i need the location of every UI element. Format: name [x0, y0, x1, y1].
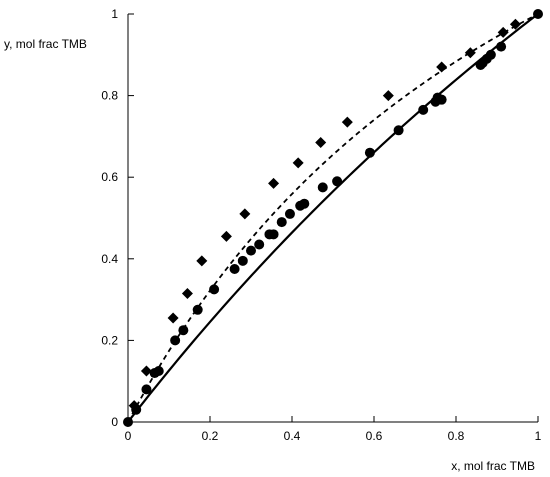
- circle-data-point: [284, 208, 295, 219]
- diamond-data-point: [239, 208, 251, 220]
- circle-data-point: [332, 176, 343, 187]
- x-tick-label: 0.4: [284, 429, 301, 443]
- diamond-data-point: [292, 157, 304, 169]
- diamond-data-point: [382, 90, 394, 102]
- circle-data-point: [364, 147, 375, 158]
- diamond-data-point: [220, 230, 232, 242]
- diamond-data-point: [341, 116, 353, 128]
- circle-data-point: [276, 217, 287, 228]
- diamond-data-point: [167, 312, 179, 324]
- diamond-data-point: [464, 47, 476, 59]
- diamond-data-point: [436, 61, 448, 73]
- diamond-data-point: [497, 26, 509, 38]
- diamond-data-point: [315, 137, 327, 149]
- diamond-data-point: [268, 177, 280, 189]
- circle-data-point: [436, 94, 447, 105]
- diamond-data-point: [181, 287, 193, 299]
- circle-data-point: [485, 49, 496, 60]
- circle-data-point: [246, 245, 256, 256]
- circle-data-point: [268, 229, 279, 240]
- x-tick-label: 0.8: [448, 429, 465, 443]
- data-points: [123, 9, 543, 427]
- y-tick-label: 0.8: [101, 89, 118, 103]
- circle-data-point: [237, 255, 248, 266]
- diamond-data-point: [196, 255, 208, 267]
- circle-data-point: [533, 9, 543, 19]
- circle-data-point: [170, 335, 181, 346]
- circle-data-point: [178, 325, 189, 336]
- y-tick-label: 0.6: [101, 170, 118, 184]
- circle-data-point: [209, 284, 220, 295]
- circle-data-point: [393, 125, 404, 136]
- circle-data-point: [496, 41, 507, 52]
- y-tick-label: 1: [111, 7, 118, 21]
- circle-data-point: [229, 264, 240, 274]
- diamond-data-point: [140, 365, 152, 377]
- circle-data-point: [141, 384, 152, 395]
- y-axis-title: y, mol frac TMB: [4, 37, 87, 51]
- solid-fit-curve: [127, 13, 539, 423]
- x-tick-label: 0.6: [366, 429, 383, 443]
- circle-data-point: [192, 304, 203, 315]
- axis-ticks: 0 0.2 0.4 0.6 0.8 1 0 0.2 0.4 0.6 0.8 1: [101, 7, 541, 443]
- x-axis-title: x, mol frac TMB: [451, 459, 535, 473]
- circle-data-point: [123, 417, 133, 427]
- fit-curves: [127, 13, 539, 423]
- circle-data-point: [254, 239, 265, 250]
- x-tick-label: 0.2: [202, 429, 219, 443]
- circle-data-point: [153, 366, 164, 376]
- dashed-fit-curve: [127, 13, 539, 423]
- y-tick-label: 0.4: [101, 252, 118, 266]
- diamond-data-point: [128, 400, 140, 412]
- x-tick-label: 1: [535, 429, 542, 443]
- circle-data-point: [317, 182, 328, 193]
- axes: [127, 14, 538, 423]
- x-tick-label: 0: [125, 429, 132, 443]
- y-tick-label: 0: [111, 415, 118, 429]
- y-tick-label: 0.2: [101, 333, 118, 347]
- circle-data-point: [418, 104, 429, 115]
- diamond-data-point: [509, 18, 521, 30]
- circle-data-point: [299, 198, 310, 209]
